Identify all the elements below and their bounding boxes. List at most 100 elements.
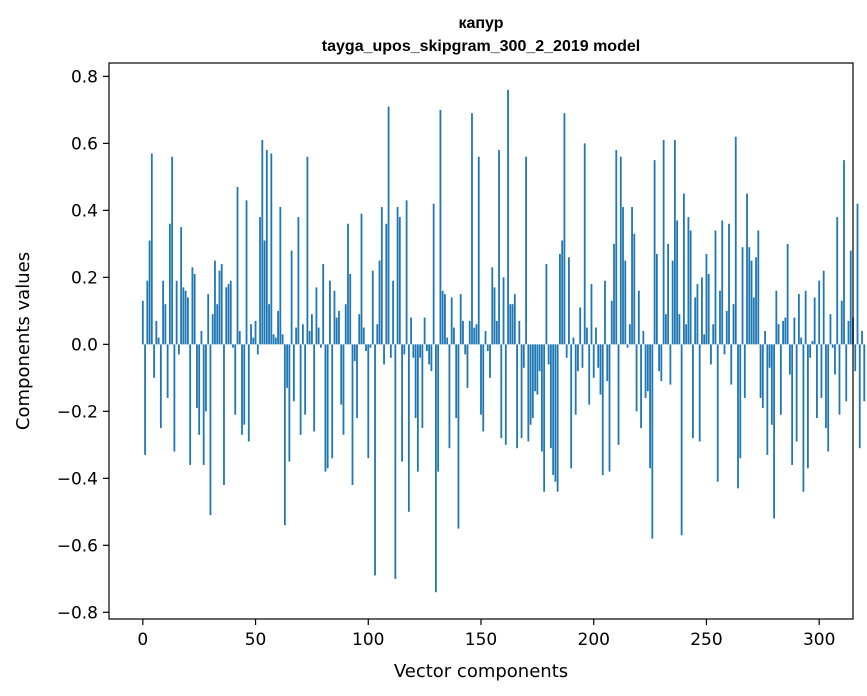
bar <box>193 274 196 345</box>
bar <box>356 344 358 419</box>
bar <box>746 193 748 345</box>
bar <box>367 344 370 459</box>
x-tick-label: 250 <box>690 630 722 650</box>
bar <box>225 287 228 345</box>
bar <box>770 344 773 425</box>
bar <box>299 344 302 435</box>
bar <box>719 290 721 345</box>
bar <box>477 156 480 345</box>
bar <box>450 297 453 345</box>
bar <box>818 280 821 345</box>
bar <box>840 300 843 345</box>
bar <box>150 153 153 345</box>
bar <box>635 344 638 412</box>
bar <box>606 344 609 382</box>
bar <box>439 109 442 345</box>
bar <box>295 327 298 345</box>
bar <box>329 280 331 345</box>
bar <box>786 243 789 345</box>
bar <box>712 324 715 345</box>
bar <box>653 160 656 345</box>
bar <box>250 324 252 345</box>
bar <box>448 344 451 449</box>
bar <box>777 324 780 345</box>
bar <box>500 344 503 439</box>
bar <box>633 233 636 345</box>
bar <box>229 280 232 345</box>
bar <box>750 260 753 345</box>
bar <box>453 327 455 345</box>
bar <box>725 310 728 345</box>
bar <box>504 344 507 445</box>
bar <box>256 344 259 355</box>
bar <box>207 294 210 345</box>
bar <box>407 344 410 512</box>
bar <box>374 344 376 576</box>
bar <box>394 344 397 579</box>
bar <box>579 307 582 345</box>
bar <box>802 344 805 492</box>
bar <box>696 284 699 345</box>
bar <box>349 274 352 345</box>
bar <box>462 320 464 345</box>
bar <box>446 337 449 345</box>
bar <box>232 344 234 348</box>
bar <box>540 344 543 452</box>
bar <box>741 247 744 345</box>
bar <box>793 317 796 345</box>
bar <box>459 294 462 345</box>
bar <box>430 344 433 372</box>
bar <box>175 280 178 345</box>
bar <box>714 230 717 345</box>
bar <box>322 263 325 345</box>
y-tick-label: −0.2 <box>57 402 98 422</box>
bar <box>347 223 349 345</box>
bar <box>288 344 291 462</box>
bar <box>491 267 494 345</box>
bar <box>619 156 622 345</box>
bar <box>338 310 340 345</box>
bar <box>513 294 516 345</box>
bar <box>498 150 500 345</box>
bar <box>689 230 692 345</box>
bar <box>216 304 219 345</box>
bar <box>854 344 857 372</box>
bar <box>827 344 830 452</box>
bar <box>401 344 403 462</box>
bar <box>365 344 367 352</box>
bar <box>617 344 620 445</box>
bar <box>692 344 694 439</box>
bar <box>703 334 706 345</box>
bar <box>608 344 611 472</box>
bar <box>283 344 286 526</box>
bar <box>622 207 624 345</box>
bar <box>757 230 760 345</box>
bar <box>667 243 670 345</box>
bar <box>369 344 372 348</box>
bar <box>649 344 651 469</box>
bar <box>241 344 243 435</box>
bar <box>728 223 730 345</box>
bar <box>209 344 212 516</box>
bar <box>414 344 417 419</box>
bar <box>333 290 336 345</box>
bar <box>518 320 521 345</box>
bar <box>766 344 769 455</box>
bar <box>516 344 518 449</box>
bar <box>536 344 539 395</box>
bar <box>807 344 809 469</box>
y-tick-label: −0.4 <box>57 469 98 489</box>
bar <box>590 284 593 345</box>
bar <box>734 136 737 345</box>
bar <box>721 220 724 345</box>
bar <box>455 344 458 419</box>
bar <box>177 344 180 355</box>
bar <box>816 344 818 419</box>
bar <box>813 297 816 345</box>
bar <box>290 250 293 345</box>
bar <box>856 203 859 345</box>
bar <box>784 317 787 345</box>
y-axis-ticks: −0.8 −0.6 −0.4 −0.2 0.0 0.2 0.4 0.6 0.8 <box>57 67 109 623</box>
y-tick-label: 0.6 <box>71 134 98 154</box>
